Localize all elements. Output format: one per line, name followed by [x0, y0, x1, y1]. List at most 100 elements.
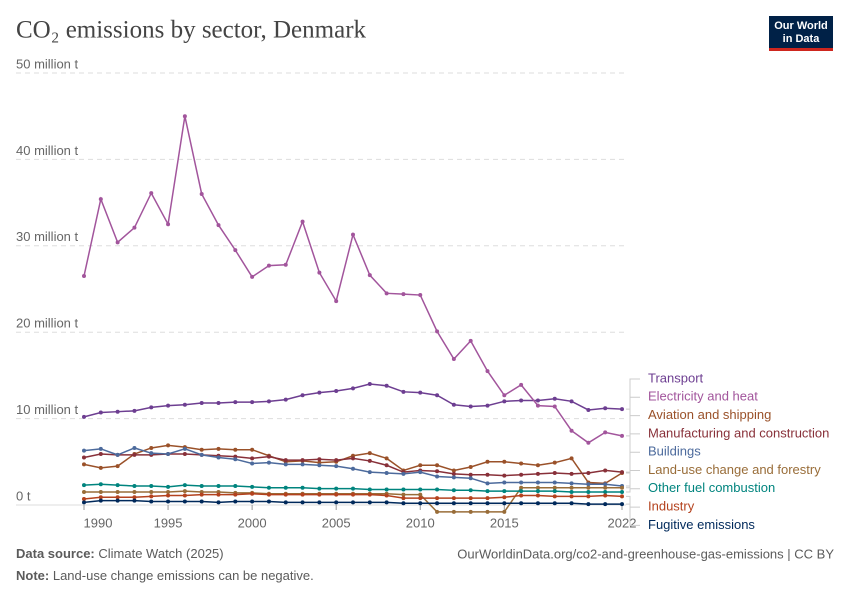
- point: [351, 500, 355, 505]
- point: [216, 401, 221, 406]
- point: [334, 458, 339, 463]
- point: [149, 499, 154, 504]
- point: [300, 492, 305, 497]
- point: [250, 484, 255, 489]
- point: [418, 463, 423, 468]
- point: [266, 263, 271, 268]
- point: [115, 483, 120, 488]
- point: [283, 485, 288, 490]
- point: [166, 452, 171, 457]
- point: [569, 399, 574, 404]
- point: [283, 462, 288, 467]
- point: [82, 455, 86, 460]
- point: [98, 197, 103, 202]
- point: [199, 452, 204, 457]
- point: [283, 397, 288, 402]
- url[interactable]: OurWorldinData.org/co2-and-greenhouse-ga…: [457, 546, 834, 561]
- legend-leader: [626, 503, 640, 526]
- point: [182, 483, 187, 488]
- point: [552, 489, 557, 494]
- point: [199, 447, 204, 452]
- point: [115, 464, 120, 469]
- point: [451, 402, 456, 407]
- point: [216, 223, 221, 228]
- series: Transport: [82, 370, 704, 419]
- point: [233, 248, 238, 253]
- series: Industry: [82, 491, 695, 514]
- point: [451, 488, 456, 493]
- point: [401, 496, 406, 501]
- logo-text: Our World: [774, 20, 828, 32]
- point: [535, 471, 540, 476]
- point: [266, 499, 271, 504]
- point: [182, 446, 187, 451]
- point: [569, 485, 574, 490]
- point: [266, 460, 271, 465]
- point: [115, 409, 120, 414]
- point: [367, 458, 372, 463]
- point: [166, 490, 171, 495]
- point: [300, 462, 305, 467]
- legend-leader: [626, 495, 640, 508]
- point: [233, 400, 238, 405]
- legend-label: Fugitive emissions: [648, 517, 755, 532]
- point: [199, 401, 204, 406]
- point: [182, 114, 187, 119]
- point: [485, 481, 490, 486]
- point: [367, 470, 372, 475]
- point: [334, 492, 339, 497]
- point: [216, 446, 221, 451]
- point: [216, 455, 221, 460]
- point: [166, 499, 171, 504]
- point: [535, 463, 540, 468]
- point: [569, 456, 574, 461]
- point: [283, 262, 288, 267]
- point: [569, 481, 574, 486]
- point: [519, 472, 524, 477]
- note: Note: Land-use change emissions can be n…: [16, 568, 314, 583]
- point: [519, 501, 524, 506]
- point: [98, 482, 103, 487]
- point: [98, 490, 103, 495]
- point: [485, 501, 490, 506]
- point: [468, 488, 473, 493]
- point: [98, 465, 103, 470]
- logo[interactable]: Our World in Data: [769, 16, 833, 51]
- point: [468, 338, 473, 343]
- point: [586, 407, 591, 412]
- point: [132, 490, 137, 495]
- point: [502, 501, 507, 506]
- point: [418, 470, 423, 475]
- point: [233, 492, 238, 497]
- point: [98, 410, 103, 415]
- point: [115, 498, 120, 503]
- x-tick-label: 1990: [84, 515, 113, 530]
- point: [603, 406, 608, 411]
- series: Electricity and heat: [82, 114, 758, 445]
- point: [435, 329, 440, 334]
- point: [367, 273, 372, 278]
- point: [317, 486, 322, 491]
- point: [250, 456, 255, 461]
- point: [132, 498, 137, 503]
- point: [300, 485, 305, 490]
- point: [300, 219, 305, 224]
- point: [149, 494, 154, 499]
- point: [451, 501, 456, 506]
- point: [435, 393, 440, 398]
- x-tick-label: 2022: [608, 515, 637, 530]
- logo-box: [769, 16, 833, 50]
- point: [401, 471, 406, 476]
- point: [384, 463, 389, 468]
- point: [519, 485, 524, 490]
- point: [468, 476, 473, 481]
- point: [351, 456, 355, 461]
- point: [149, 191, 154, 196]
- point: [367, 487, 372, 492]
- point: [451, 509, 456, 514]
- source-label: Data source:: [16, 546, 95, 561]
- point: [418, 501, 423, 506]
- point: [166, 484, 171, 489]
- point: [519, 461, 524, 466]
